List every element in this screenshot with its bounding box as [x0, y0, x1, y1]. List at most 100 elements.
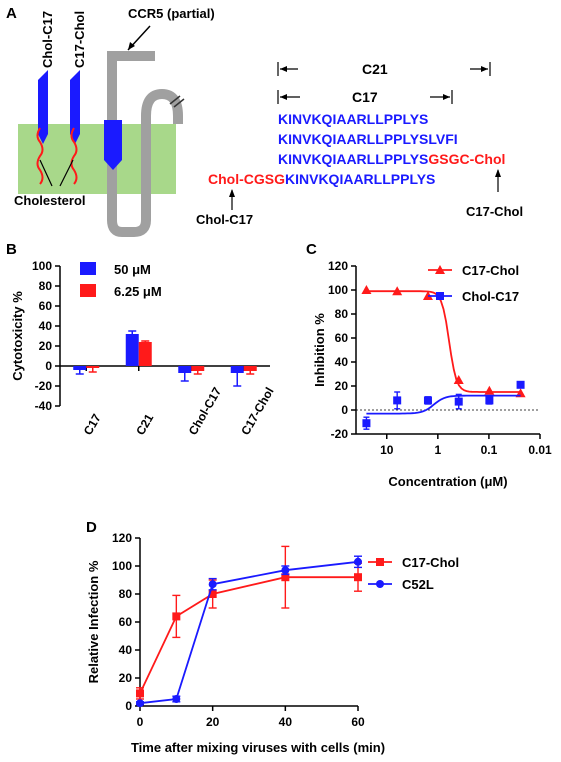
chart-b-bar [178, 366, 192, 373]
chart-d: 0 20 40 60 80 100 120 0 20 40 60 C17-Chol C52L Relati… [86, 531, 459, 755]
chart-b-bar [138, 342, 152, 366]
chart-c-legend-label: Chol-C17 [462, 289, 519, 304]
chart-d-x-tick-label: 60 [351, 715, 365, 729]
chart-b-bar [191, 366, 205, 371]
panel-a-label: A [6, 5, 17, 22]
chart-b-bar [73, 366, 87, 370]
c17-chol-peptide-shape [70, 70, 80, 144]
chart-c-x-tick-label: 0.1 [481, 443, 498, 457]
chart-c-x-tick-label: 10 [380, 443, 394, 457]
chart-d-y-tick-label: 80 [119, 587, 133, 601]
chart-d-point [172, 695, 181, 703]
chart-c-point [392, 286, 403, 296]
chart-c-point [362, 419, 371, 428]
chart-b-legend-label: 6.25 μM [114, 284, 162, 299]
chart-c-fit-curve [366, 290, 521, 393]
chart-b-legend-swatch [80, 262, 96, 275]
chart-c-legend-marker [435, 265, 445, 274]
chart-b-y-tick-label: 60 [39, 299, 53, 313]
chart-d-point [281, 566, 290, 575]
chart-c: -20 0 20 40 60 80 100 120 10 1 0.1 0.01 C17-Chol Chol… [312, 259, 552, 489]
chart-b-bar [125, 334, 139, 366]
chart-b-x-tick-label: Chol-C17 [186, 385, 225, 438]
chart-d-series-line [139, 576, 358, 694]
chart-c-x-tick-label: 0.01 [528, 443, 552, 457]
chart-b-y-tick-label: 20 [39, 339, 53, 353]
chart-b-y-tick-label: 100 [32, 259, 52, 273]
chart-b-y-tick-label: 0 [45, 359, 52, 373]
panel-d-label: D [86, 519, 97, 536]
chart-c-point [422, 291, 433, 300]
chart-b-y-tick-label: 40 [39, 319, 53, 333]
chart-c-point [453, 375, 464, 384]
cholesterol-pointer-2 [59, 159, 74, 187]
cholesterol-label: Cholesterol [14, 193, 86, 208]
chart-c-point [361, 285, 372, 294]
panel-b-label: B [6, 241, 17, 258]
chart-d-y-tick-label: 20 [119, 671, 133, 685]
chart-d-y-tick-label: 100 [112, 559, 132, 573]
chart-c-y-tick-label: 0 [341, 403, 348, 417]
chart-c-y-tick-label: 60 [335, 331, 349, 345]
chart-b-y-tick-label: -20 [35, 379, 53, 393]
chart-c-fit-curve [366, 394, 521, 415]
chart-c-y-tick-label: -20 [331, 427, 349, 441]
chart-d-legend-marker [376, 580, 384, 588]
seq-chol-c17: Chol-CGSGKINVKQIAARLLPPLYS [208, 171, 435, 187]
chart-c-y-tick-label: 120 [328, 259, 348, 273]
chart-d-point [354, 573, 362, 582]
chart-c-point [484, 385, 495, 395]
chart-d-legend-label: C17-Chol [402, 555, 459, 570]
chart-d-point [136, 699, 144, 708]
chart-b-legend-label: 50 μM [114, 262, 151, 277]
chart-b: -40 -20 0 20 40 60 80 100 C17 C21 Chol-C17 C17-Chol… [10, 259, 277, 438]
chart-b-y-tick-label: -40 [35, 399, 53, 413]
chart-c-legend-label: C17-Chol [462, 263, 519, 278]
c34-region-shape [104, 120, 122, 170]
chol-c17-top-label: Chol-C17 [40, 11, 55, 68]
panel-c-label: C [306, 241, 317, 258]
chart-d-y-tick-label: 60 [119, 615, 133, 629]
c17-chol-top-label: C17-Chol [72, 11, 87, 68]
seq-c17-chol-main: KINVKQIAARLLPPLYS [278, 151, 428, 167]
chol-c17-peptide-shape [38, 70, 48, 144]
chart-d-point [136, 689, 144, 698]
chart-c-y-label: Inhibition % [312, 313, 327, 387]
chart-d-legend-label: C52L [402, 577, 434, 592]
chol-c17-arrowhead [229, 189, 235, 197]
chart-b-y-tick-label: 80 [39, 279, 53, 293]
chart-d-x-tick-label: 20 [206, 715, 220, 729]
c17-chol-arrow-label: C17-Chol [466, 204, 523, 219]
chart-d-y-tick-label: 0 [125, 699, 132, 713]
chart-c-x-tick-label: 1 [434, 443, 441, 457]
chart-b-x-tick-label: C17 [81, 411, 104, 437]
chart-d-point [354, 557, 362, 566]
chart-d-y-label: Relative Infection % [86, 560, 101, 683]
seq-chol-c17-main: KINVKQIAARLLPPLYS [285, 171, 435, 187]
chart-d-y-tick-label: 120 [112, 531, 132, 545]
panel-a: A Chol-C17 C17-Chol CCR5 (partial) Chole… [6, 5, 523, 237]
seq-c17-chol: KINVKQIAARLLPPLYSGSGC-Chol [278, 151, 505, 167]
c17-chol-arrowhead [495, 169, 501, 177]
chart-d-x-tick-label: 0 [137, 715, 144, 729]
break-mark-1 [169, 95, 181, 105]
ccr5-receptor-path [107, 51, 183, 237]
chart-b-bar [86, 366, 100, 368]
chart-c-legend-marker [436, 292, 444, 300]
chart-c-point [423, 396, 432, 405]
break-mark-2 [173, 98, 185, 108]
seq-chol-c17-head: Chol-CGSG [208, 171, 285, 187]
chart-d-y-tick-label: 40 [119, 643, 133, 657]
chart-d-x-tick-label: 40 [279, 715, 293, 729]
chart-c-x-label: Concentration (μM) [388, 474, 507, 489]
chart-c-point [516, 380, 525, 389]
chart-c-y-tick-label: 40 [335, 355, 349, 369]
seq-c21: KINVKQIAARLLPPLYSLVFI [278, 131, 458, 147]
chart-c-y-tick-label: 20 [335, 379, 349, 393]
cholesterol-pointer-1 [39, 159, 53, 187]
chart-b-bar [230, 366, 244, 373]
seq-c17: KINVKQIAARLLPPLYS [278, 111, 428, 127]
chart-c-y-tick-label: 80 [335, 307, 349, 321]
cholesterol-chain-2 [70, 127, 78, 185]
